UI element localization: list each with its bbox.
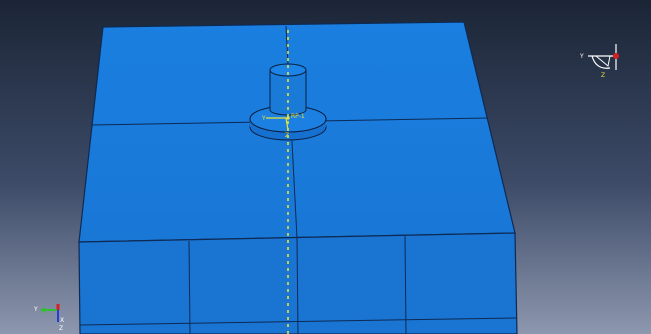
global-triad-y-label: Y — [33, 306, 38, 313]
reference-point-dot[interactable] — [286, 116, 290, 120]
triad-z-label: Z — [601, 72, 605, 79]
triad-y-label: Y — [579, 53, 584, 60]
global-triad-z-label: Z — [59, 325, 63, 332]
rp-triad-y-label: Y — [261, 115, 266, 122]
view-orientation-triad-top: Y Z — [579, 44, 619, 79]
global-coordinate-triad: Y Z X — [33, 304, 64, 332]
global-triad-x-label: X — [60, 317, 64, 324]
reference-point-label: RP-1 — [291, 113, 305, 120]
rp-triad-z-label: Z — [285, 132, 289, 139]
reference-point-marker[interactable]: Y Z RP-1 — [261, 113, 305, 139]
block-front-face[interactable] — [78, 232, 518, 334]
triad-x-axis-icon — [613, 53, 619, 59]
